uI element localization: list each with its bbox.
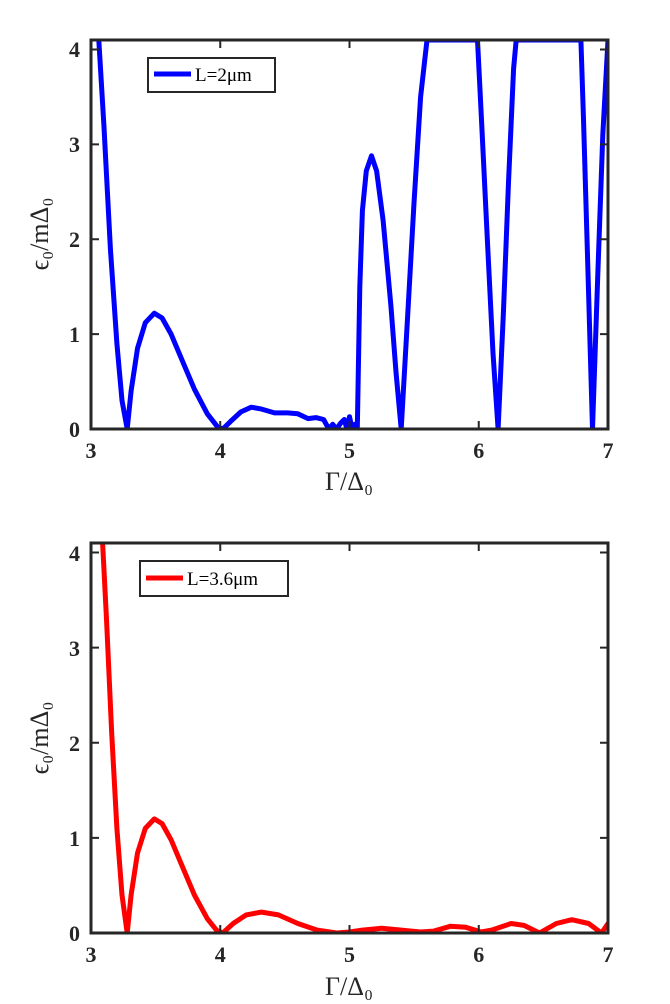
bottom-legend: L=3.6μm: [139, 560, 289, 597]
top-y-tick-label: 3: [69, 132, 80, 157]
bottom-y-tick-label: 2: [69, 731, 80, 756]
top-x-tick-labels: 3 4 5 6 7: [86, 438, 614, 463]
top-y-axis-label: ϵ₀/mΔ₀: [25, 198, 54, 271]
bottom-y-tick-label: 3: [69, 636, 80, 661]
top-axes-box: [89, 38, 610, 431]
bottom-x-axis-label: Γ/Δ₀: [325, 972, 373, 1001]
top-x-tick-label: 5: [344, 438, 355, 463]
top-x-tick-label: 6: [473, 438, 484, 463]
bottom-x-tick-label: 6: [473, 942, 484, 967]
top-plot-area: [91, 40, 608, 429]
top-x-axis-label: Γ/Δ₀: [325, 467, 373, 496]
top-y-tick-label: 0: [69, 417, 80, 442]
bottom-x-tick-label: 5: [344, 942, 355, 967]
bottom-plot-area: [91, 543, 608, 933]
bottom-axes-box: [89, 541, 610, 935]
top-y-tick-label: 2: [69, 227, 80, 252]
top-x-tick-label: 3: [86, 438, 97, 463]
bottom-series-line-l-3-6um: [100, 543, 608, 933]
top-series-line-l-2um: [96, 40, 608, 429]
top-legend: L=2μm: [147, 57, 276, 93]
top-panel: 3 4 5 6 7 0 1 2 3 4 Γ/Δ₀ ϵ₀/mΔ₀ L=2μm: [25, 37, 614, 496]
bottom-y-tick-labels: 0 1 2 3 4: [69, 541, 80, 946]
bottom-panel: 3 4 5 6 7 0 1 2 3 4 Γ/Δ₀ ϵ₀/mΔ₀ L=3.6μm: [25, 541, 614, 1001]
bottom-y-axis-label: ϵ₀/mΔ₀: [25, 702, 54, 775]
top-x-tick-label: 7: [603, 438, 614, 463]
bottom-x-tick-labels: 3 4 5 6 7: [86, 942, 614, 967]
top-y-tick-label: 1: [69, 322, 80, 347]
bottom-x-tick-label: 3: [86, 942, 97, 967]
bottom-y-tick-label: 1: [69, 826, 80, 851]
bottom-y-tick-label: 0: [69, 921, 80, 946]
bottom-x-tick-label: 4: [215, 942, 226, 967]
top-y-tick-labels: 0 1 2 3 4: [69, 37, 80, 442]
bottom-legend-label: L=3.6μm: [187, 569, 258, 590]
top-legend-label: L=2μm: [195, 65, 252, 86]
top-x-tick-label: 4: [215, 438, 226, 463]
top-y-tick-label: 4: [69, 37, 80, 62]
bottom-x-tick-label: 7: [603, 942, 614, 967]
bottom-y-tick-label: 4: [69, 541, 80, 566]
